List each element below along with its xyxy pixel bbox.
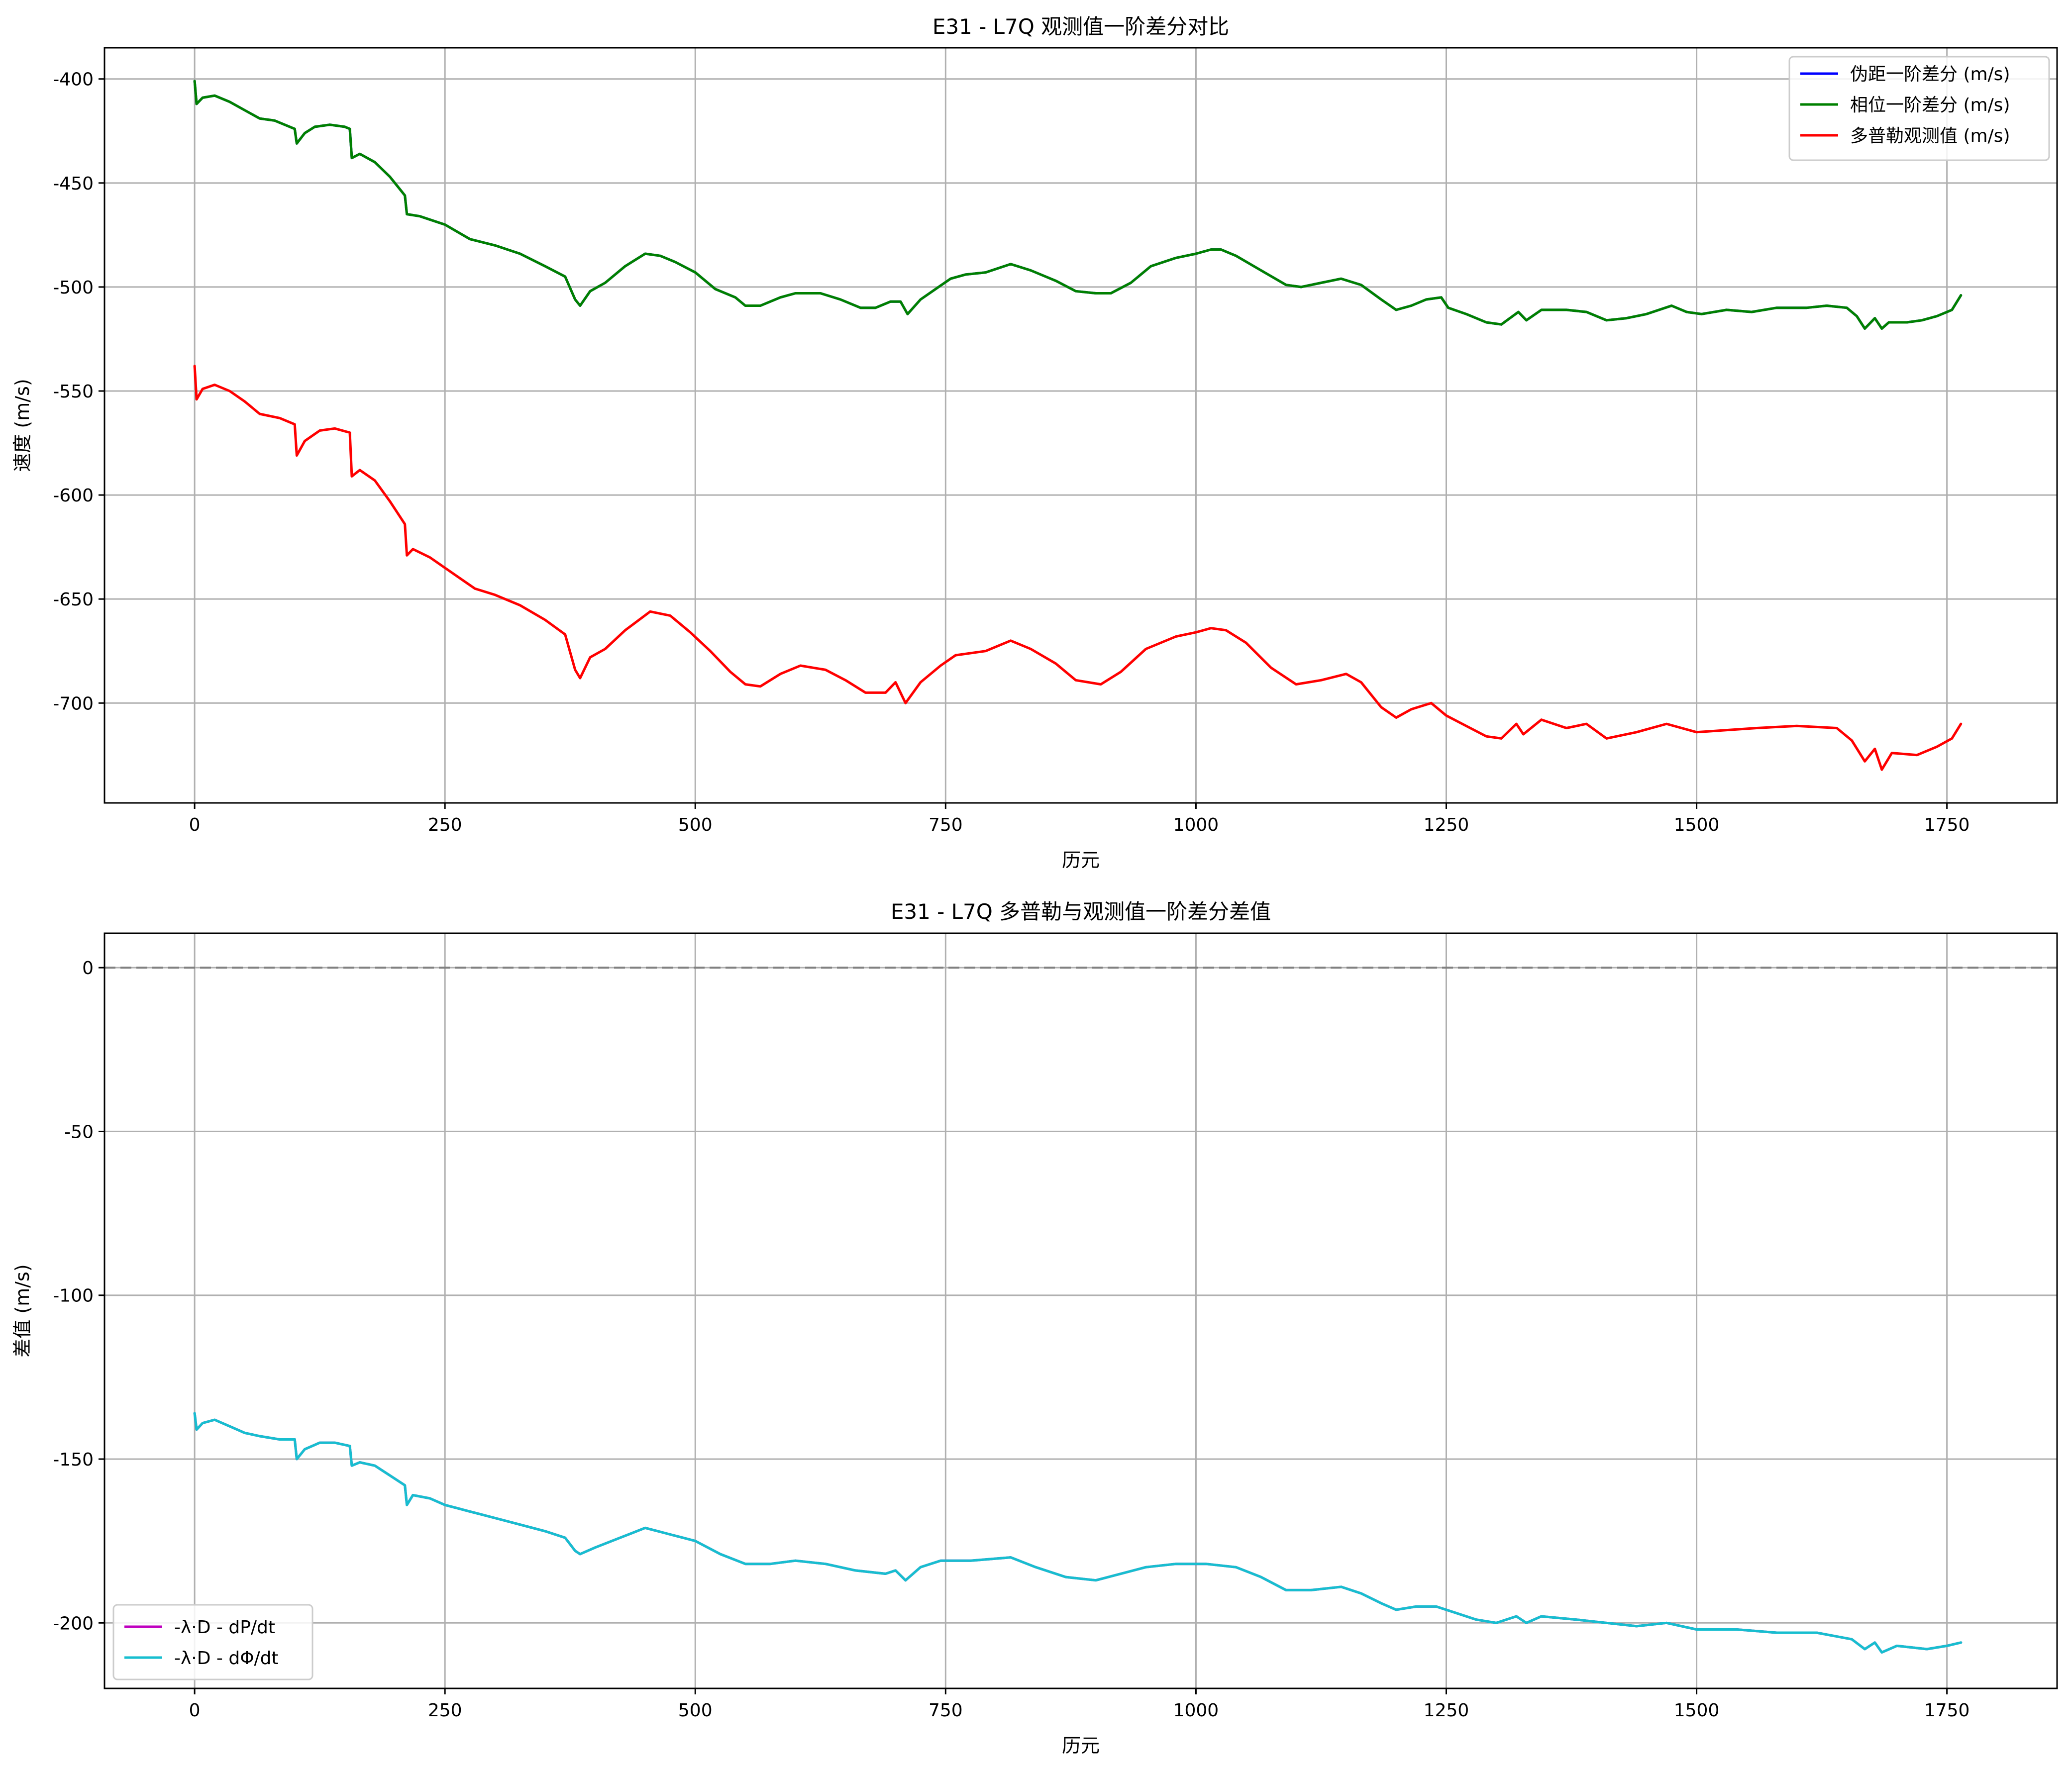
bottom-chart-y-label: 差值 (m/s) xyxy=(11,1264,33,1357)
top-chart-title: E31 - L7Q 观测值一阶差分对比 xyxy=(932,14,1229,39)
bottom-chart-legend-box xyxy=(112,1604,313,1680)
bottom-chart-x-label: 历元 xyxy=(1062,1735,1100,1757)
top-chart-x-tick-label: 500 xyxy=(678,815,713,835)
bottom-chart-y-tick-label: -50 xyxy=(64,1122,94,1142)
top-chart: E31 - L7Q 观测值一阶差分对比 0 250 500 750 1000 1250 15… xyxy=(11,14,2058,871)
top-chart-x-tick-label: 1500 xyxy=(1674,815,1720,835)
top-chart-y-tick-label: -550 xyxy=(53,382,94,402)
bottom-chart-x-tick-label: 1500 xyxy=(1674,1700,1720,1721)
top-chart-x-tick-label: 1750 xyxy=(1924,815,1970,835)
bottom-chart-x-tick-label: 500 xyxy=(678,1700,713,1721)
top-chart-y-tick-label: -450 xyxy=(53,174,94,194)
bottom-chart-y-tick-label: 0 xyxy=(82,958,94,979)
bottom-chart-y-tick-label: -150 xyxy=(53,1450,94,1470)
top-chart-y-tick-label: -650 xyxy=(53,590,94,610)
bottom-chart-legend-label: -λ·D - dΦ/dt xyxy=(174,1648,279,1669)
top-chart-y-label: 速度 (m/s) xyxy=(11,379,33,472)
top-chart-x-ticks: 0 250 500 750 1000 1250 1500 1750 xyxy=(189,803,1970,835)
top-chart-y-tick-label: -700 xyxy=(53,693,94,714)
top-chart-y-ticks: -400 -450 -500 -550 -600 -650 -700 xyxy=(53,70,104,714)
bottom-chart-y-tick-label: -200 xyxy=(53,1613,94,1634)
top-chart-series-line-3 xyxy=(193,365,1963,771)
top-chart-y-tick-label: -600 xyxy=(53,486,94,506)
bottom-chart-series xyxy=(193,1412,1963,1654)
bottom-chart-x-tick-label: 250 xyxy=(428,1700,462,1721)
top-chart-y-tick-label: -500 xyxy=(53,278,94,298)
bottom-chart-title: E31 - L7Q 多普勒与观测值一阶差分差值 xyxy=(891,899,1271,924)
top-chart-x-tick-label: 750 xyxy=(929,815,963,835)
top-chart-x-label: 历元 xyxy=(1062,849,1100,871)
bottom-chart-legend: -λ·D - dP/dt -λ·D - dΦ/dt xyxy=(112,1604,313,1680)
bottom-chart-x-tick-label: 750 xyxy=(929,1700,963,1721)
bottom-chart-legend-label: -λ·D - dP/dt xyxy=(174,1617,275,1638)
bottom-chart: E31 - L7Q 多普勒与观测值一阶差分差值 0 250 500 750 1000 12… xyxy=(11,899,2058,1757)
bottom-chart-x-tick-label: 1000 xyxy=(1173,1700,1219,1721)
bottom-chart-frame xyxy=(104,932,2058,1689)
top-chart-x-tick-label: 250 xyxy=(428,815,462,835)
bottom-chart-x-tick-label: 0 xyxy=(189,1700,201,1721)
top-chart-y-tick-label: -400 xyxy=(53,70,94,90)
top-chart-legend-label: 相位一阶差分 (m/s) xyxy=(1850,95,2010,115)
top-chart-legend: 伪距一阶差分 (m/s) 相位一阶差分 (m/s) 多普勒观测值 (m/s) xyxy=(1788,56,2050,161)
top-chart-x-tick-label: 1000 xyxy=(1173,815,1219,835)
top-chart-x-tick-label: 0 xyxy=(189,815,201,835)
bottom-chart-x-ticks: 0 250 500 750 1000 1250 1500 1750 xyxy=(189,1688,1970,1721)
top-chart-series-line-2 xyxy=(193,80,1963,330)
bottom-chart-y-ticks: 0 -50 -100 -150 -200 xyxy=(53,958,104,1634)
bottom-chart-y-tick-label: -100 xyxy=(53,1286,94,1306)
top-chart-legend-label: 伪距一阶差分 (m/s) xyxy=(1850,64,2010,85)
top-chart-series xyxy=(193,80,1963,771)
bottom-chart-x-tick-label: 1250 xyxy=(1424,1700,1469,1721)
top-chart-legend-box xyxy=(1788,56,2050,161)
top-chart-legend-label: 多普勒观测值 (m/s) xyxy=(1850,126,2010,146)
top-chart-x-tick-label: 1250 xyxy=(1424,815,1469,835)
bottom-chart-series-line-2 xyxy=(193,1412,1963,1654)
top-chart-grid xyxy=(104,48,2057,803)
top-chart-frame xyxy=(104,47,2058,804)
bottom-chart-x-tick-label: 1750 xyxy=(1924,1700,1970,1721)
